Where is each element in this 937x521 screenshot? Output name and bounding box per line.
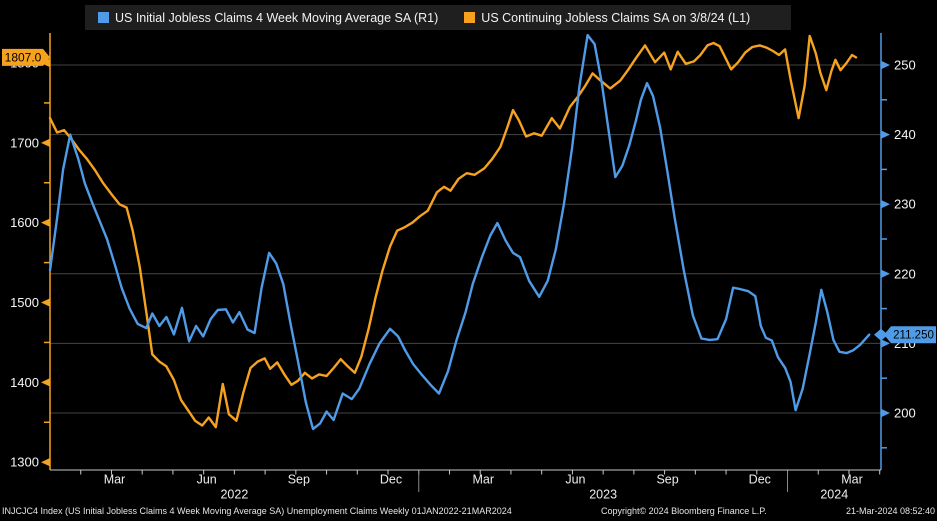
left-axis-tick-arrow-icon — [41, 298, 50, 307]
x-axis-month-label: Mar — [104, 473, 126, 487]
x-axis-month-label: Dec — [380, 473, 402, 487]
left-axis-last-value-badge — [2, 48, 50, 66]
x-axis-month-label: Dec — [749, 473, 771, 487]
left-axis-tick-label: 1700 — [10, 135, 39, 150]
left-axis-tick-label: 1300 — [10, 455, 39, 470]
left-axis-tick-arrow-icon — [41, 218, 50, 227]
right-axis-last-value-label: 211.250 — [893, 330, 934, 342]
right-axis-tick-label: 240 — [894, 127, 916, 142]
left-axis-tick-label: 1500 — [10, 295, 39, 310]
left-axis-tick-arrow-icon — [41, 458, 50, 467]
x-axis-year-label: 2022 — [220, 488, 248, 502]
x-axis-year-label: 2024 — [820, 488, 848, 502]
footer-bar: INJCJC4 Index (US Initial Jobless Claims… — [0, 503, 937, 519]
left-axis-tick-label: 1600 — [10, 215, 39, 230]
left-axis-tick-arrow-icon — [41, 378, 50, 387]
series-line-initial-claims[interactable] — [48, 33, 871, 431]
right-axis-tick-arrow-icon — [881, 60, 890, 70]
right-axis-tick-arrow-icon — [881, 408, 890, 418]
x-axis-month-label: Mar — [841, 473, 863, 487]
legend-label-initial-claims: US Initial Jobless Claims 4 Week Moving … — [115, 10, 439, 25]
legend-label-continuing-claims: US Continuing Jobless Claims SA on 3/8/2… — [481, 10, 751, 25]
right-axis-tick-arrow-icon — [881, 269, 890, 278]
right-axis-tick-arrow-icon — [881, 339, 890, 348]
x-axis-month-label: Sep — [288, 473, 310, 487]
x-axis-month-label: Jun — [565, 473, 585, 487]
right-axis-tick-arrow-icon — [881, 130, 890, 139]
right-axis-last-value-badge — [884, 326, 936, 344]
right-axis-marker-diamond-icon — [874, 328, 888, 341]
x-axis-year-label: 2023 — [589, 488, 617, 502]
left-axis-tick-arrow-icon — [41, 58, 50, 68]
chart-legend: US Initial Jobless Claims 4 Week Moving … — [85, 5, 791, 30]
right-axis-tick-label: 230 — [894, 197, 916, 212]
footer-copyright: Copyright© 2024 Bloomberg Finance L.P. — [601, 506, 767, 516]
x-axis-month-label: Mar — [472, 473, 494, 487]
right-axis-tick-label: 250 — [894, 58, 916, 73]
legend-entry-initial-claims[interactable]: US Initial Jobless Claims 4 Week Moving … — [98, 11, 438, 25]
legend-entry-continuing-claims[interactable]: US Continuing Jobless Claims SA on 3/8/2… — [464, 11, 750, 25]
x-axis-month-label: Jun — [197, 473, 217, 487]
right-axis-tick-arrow-icon — [881, 200, 890, 209]
left-axis-tick-label: 1400 — [10, 375, 39, 390]
footer-timestamp: 21-Mar-2024 08:52:40 — [845, 506, 935, 516]
x-axis-month-label: Sep — [656, 473, 678, 487]
legend-swatch-orange-icon — [464, 12, 476, 23]
left-axis-tick-arrow-icon — [41, 138, 50, 148]
right-axis-tick-label: 200 — [894, 406, 916, 421]
footer-security-description: INJCJC4 Index (US Initial Jobless Claims… — [2, 506, 512, 516]
right-axis-tick-label: 220 — [894, 266, 916, 281]
left-axis-last-value-label: 1807.0 — [5, 51, 42, 65]
series-line-continuing-claims[interactable] — [48, 34, 858, 429]
legend-swatch-blue-icon — [98, 12, 109, 23]
